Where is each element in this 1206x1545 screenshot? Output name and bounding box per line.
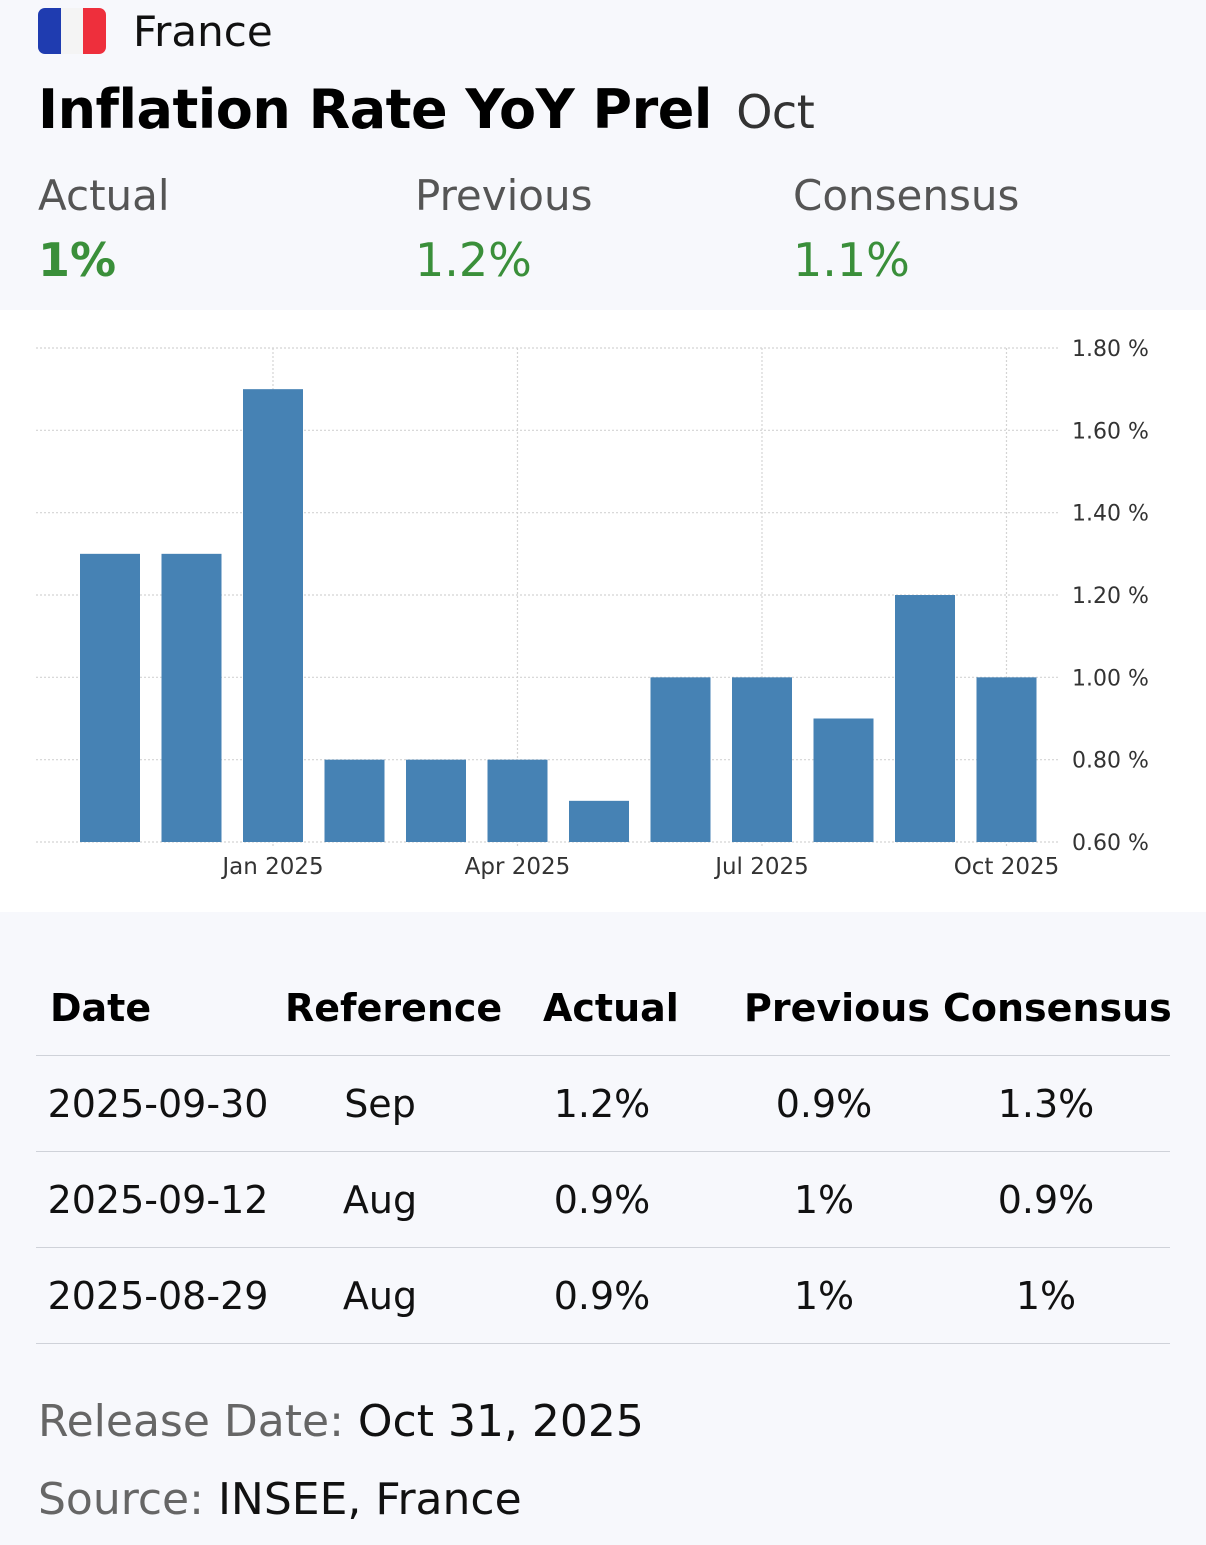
bar-may-2025 [569,800,629,842]
cell-actual: 0.9% [553,1178,651,1222]
col-consensus-header: Consensus [943,986,1172,1030]
y-tick-label: 0.80 % [1072,749,1149,774]
stat-actual: Actual 1% [38,170,170,290]
stat-previous-label: Previous [415,171,593,220]
bar-aug-2025 [813,718,874,842]
release-date-value: Oct 31, 2025 [357,1396,644,1447]
cell-date: 2025-09-30 [47,1082,269,1126]
cell-consensus: 0.9% [997,1178,1095,1222]
table-row: 2025-08-29 Aug 0.9% 1% 1% [36,1248,1170,1344]
stat-consensus: Consensus 1.1% [793,170,1019,290]
bar-feb-2025 [324,759,385,842]
stat-consensus-label: Consensus [793,171,1020,220]
x-tick-label: Apr 2025 [465,854,571,880]
cell-reference: Aug [342,1178,418,1222]
bar-mar-2025 [406,759,466,842]
x-tick-label: Jan 2025 [220,854,323,880]
stat-consensus-value: 1.1% [793,233,910,287]
cell-previous: 1% [793,1178,855,1222]
bar-sep-2025 [895,595,955,842]
data-source: Source: INSEE, France [38,1472,522,1528]
history-table: Date Reference Actual Previous Consensus… [36,960,1172,1344]
stat-previous: Previous 1.2% [415,170,593,290]
bar-dec-2024 [161,553,222,842]
cell-date: 2025-08-29 [47,1274,269,1318]
table-row: 2025-09-30 Sep 1.2% 0.9% 1.3% [36,1056,1170,1152]
cell-consensus: 1.3% [997,1082,1095,1126]
table-row: 2025-09-12 Aug 0.9% 1% 0.9% [36,1152,1170,1248]
x-tick-label: Jul 2025 [713,854,809,880]
cell-date: 2025-09-12 [47,1178,269,1222]
bar-jun-2025 [650,677,711,842]
y-tick-label: 1.00 % [1072,666,1149,691]
y-tick-label: 1.80 % [1072,337,1149,362]
cell-reference: Sep [344,1082,416,1126]
bar-apr-2025 [487,759,548,842]
source-label: Source: [38,1474,204,1525]
bar-chart-svg: 0.60 % 0.80 % 1.00 % 1.20 % 1.40 % 1.60 % 1.80… [36,337,1149,880]
bar-jul-2025 [732,677,792,842]
indicator-name: Inflation Rate YoY Prel [38,78,712,141]
cell-previous: 1% [793,1274,855,1318]
inflation-chart: 0.60 % 0.80 % 1.00 % 1.20 % 1.40 % 1.60 % 1.80… [0,310,1206,912]
table-header: Date Reference Actual Previous Consensus [36,960,1172,1056]
col-previous-header: Previous [744,986,930,1030]
indicator-header: France Inflation Rate YoY Prel Oct Actua… [0,0,1206,310]
stat-actual-label: Actual [38,171,170,220]
stat-actual-value: 1% [38,233,117,287]
col-actual-header: Actual [543,986,679,1030]
source-value: INSEE, France [217,1474,522,1525]
stat-previous-value: 1.2% [415,233,532,287]
cell-reference: Aug [342,1274,418,1318]
cell-actual: 1.2% [553,1082,651,1126]
y-tick-label: 0.60 % [1072,831,1149,856]
col-date-header: Date [50,986,152,1030]
y-tick-label: 1.40 % [1072,502,1149,527]
reference-period: Oct [736,85,815,139]
page-title: Inflation Rate YoY Prel Oct [38,72,815,150]
y-tick-label: 1.60 % [1072,419,1149,444]
release-date-label: Release Date: [38,1396,344,1447]
release-date: Release Date: Oct 31, 2025 [38,1394,644,1450]
y-tick-label: 1.20 % [1072,584,1149,609]
bar-oct-2025 [976,677,1037,842]
france-flag-icon [38,8,106,54]
country-name: France [133,7,273,56]
x-tick-label: Oct 2025 [954,854,1060,880]
bar-jan-2025 [243,389,303,842]
cell-actual: 0.9% [553,1274,651,1318]
cell-consensus: 1% [1015,1274,1077,1318]
cell-previous: 0.9% [775,1082,873,1126]
col-reference-header: Reference [285,986,503,1030]
bar-nov-2024 [80,553,140,842]
